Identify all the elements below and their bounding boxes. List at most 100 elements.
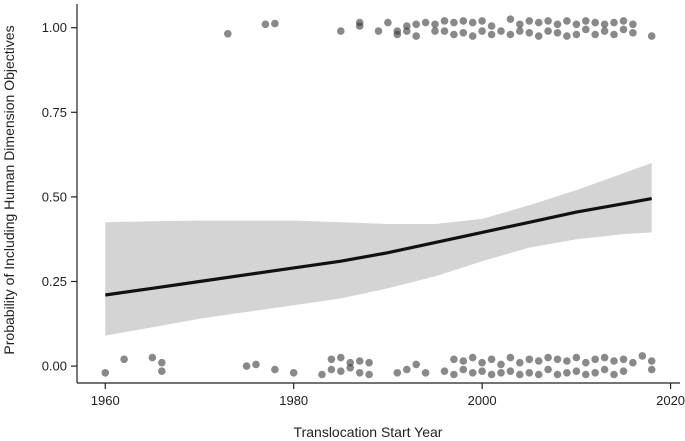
data-point [327,365,336,374]
data-point [431,20,439,29]
data-point [591,355,599,364]
data-point [544,27,552,35]
data-point [318,370,326,379]
data-point [544,353,552,362]
data-point [148,353,157,362]
data-point [516,27,524,35]
data-point [261,20,270,29]
data-point [459,17,468,25]
data-point [647,32,656,40]
data-point [403,365,411,374]
data-point [440,17,449,25]
data-point [355,357,364,365]
data-point [619,367,628,376]
data-point [534,370,543,379]
data-point [572,353,581,362]
data-point [478,27,486,35]
data-point [271,19,279,28]
y-tick-label: 0.75 [42,105,67,120]
data-point [506,15,515,23]
data-point [412,32,421,40]
data-point [600,27,609,35]
data-point [101,369,110,377]
data-point [327,355,336,364]
data-point [487,370,496,379]
data-point [120,355,128,364]
x-tick-label: 2000 [468,393,497,408]
data-point [487,22,496,30]
data-point [553,29,562,37]
data-point [629,29,637,37]
y-tick-label: 0.50 [42,189,67,204]
data-point [468,369,477,377]
data-point [563,17,571,25]
y-tick-label: 1.00 [42,20,67,35]
axes-layer: 0.00 0.25 0.50 0.75 1.00 1960 1980 2000 2020 [42,4,685,408]
y-axis-title: Probability of Including Human Dimension… [1,25,17,354]
data-point [158,358,166,367]
data-point [544,17,552,25]
data-point [412,20,421,29]
data-point [478,17,486,25]
data-point [450,18,458,27]
data-point [337,27,345,35]
data-point [582,358,590,367]
data-point [629,358,637,367]
x-tick-label: 2020 [656,393,685,408]
data-point [450,370,458,379]
data-point [572,30,581,39]
data-point [525,355,534,364]
data-point [450,30,458,39]
data-point [487,30,496,39]
data-point [374,27,383,35]
data-point [582,25,590,34]
data-point [459,29,468,37]
points-layer [101,15,656,379]
data-point [497,27,505,35]
data-point [459,357,468,365]
data-point [516,370,524,379]
x-tick-label: 1980 [279,393,308,408]
data-point [619,25,628,34]
data-point [591,369,599,377]
data-point [450,355,458,364]
data-point [534,18,543,27]
data-point [647,365,656,374]
data-point [582,370,590,379]
data-point [600,353,609,362]
data-point [468,18,477,27]
data-point [412,360,421,369]
data-point [534,32,543,40]
fit-line [105,197,652,297]
data-point [600,365,609,374]
data-point [421,18,430,27]
data-point [468,353,477,362]
data-point [271,365,279,374]
data-point [525,369,534,377]
data-point [431,27,439,35]
data-point [638,352,647,360]
data-point [516,20,524,29]
data-point [506,30,515,39]
data-point [525,17,534,25]
data-point [497,360,505,369]
x-tick-label: 1960 [91,393,120,408]
data-point [591,18,599,27]
data-point [610,18,618,27]
data-point [572,20,581,29]
data-point [563,357,571,365]
data-point [393,30,402,39]
data-point [478,358,486,367]
data-point [421,369,430,377]
data-point [497,369,505,377]
data-point [478,367,486,376]
data-point [629,20,637,29]
fit-line-layer [105,197,652,297]
data-point [553,20,562,29]
data-point [355,22,364,30]
data-point [610,357,618,365]
data-point [553,355,562,364]
data-point [534,357,543,365]
data-point [619,355,628,364]
data-point [506,353,515,362]
